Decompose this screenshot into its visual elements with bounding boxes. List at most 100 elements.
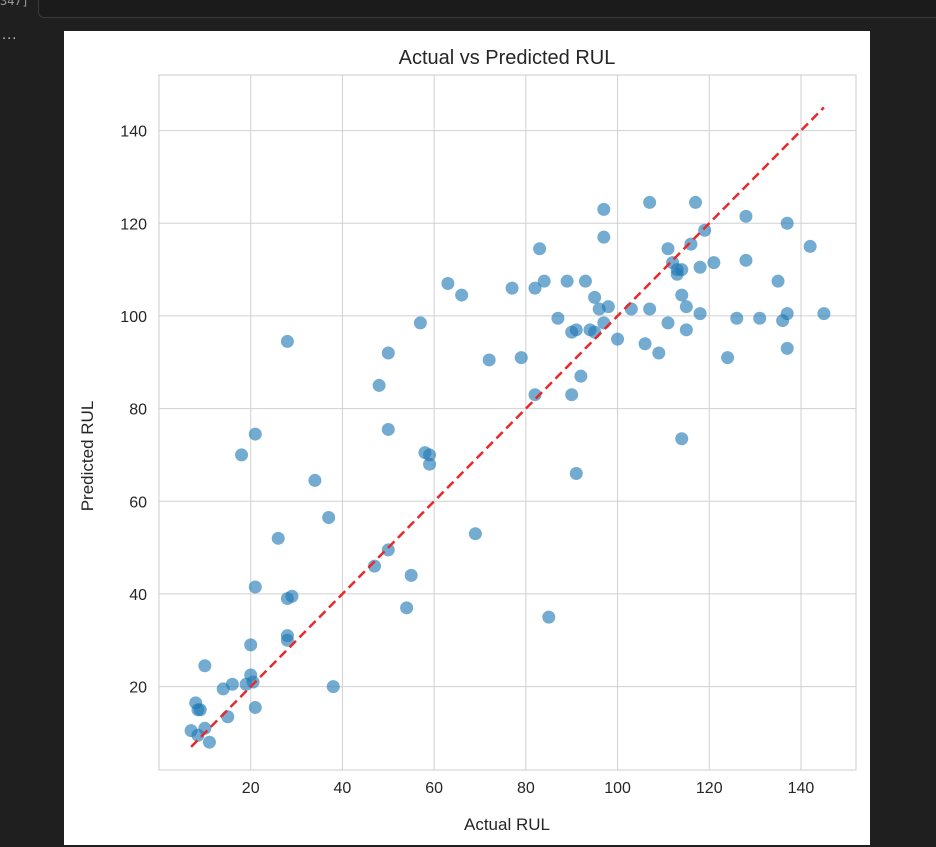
- scatter-point: [689, 195, 703, 209]
- y-tick-label: 60: [129, 494, 147, 511]
- scatter-point: [368, 559, 382, 573]
- code-cell-input[interactable]: [38, 0, 936, 18]
- scatter-point: [280, 633, 294, 647]
- x-tick-label: 40: [334, 780, 352, 797]
- scatter-point: [280, 334, 294, 348]
- scatter-point: [771, 274, 785, 288]
- scatter-point: [679, 300, 693, 314]
- x-tick-label: 120: [696, 780, 723, 797]
- scatter-point: [780, 307, 794, 321]
- scatter-point: [693, 260, 707, 274]
- scatter-point: [643, 195, 657, 209]
- chart-figure: 20 40 60 80 100 120 140 20 40 60 80 100 120 140 Actu…: [64, 31, 870, 845]
- scatter-point: [482, 353, 496, 367]
- scatter-point: [675, 263, 689, 277]
- x-tick-label: 100: [604, 780, 631, 797]
- scatter-point: [739, 209, 753, 223]
- scatter-point: [468, 527, 482, 541]
- scatter-point: [693, 307, 707, 321]
- scatter-point: [533, 242, 547, 256]
- scatter-point: [675, 288, 689, 302]
- scatter-point: [817, 307, 831, 321]
- scatter-point: [423, 457, 437, 471]
- scatter-point: [588, 290, 602, 304]
- scatter-point: [753, 311, 767, 325]
- x-axis-label: Actual RUL: [464, 815, 550, 834]
- y-tick-label: 140: [120, 124, 147, 141]
- scatter-point: [271, 531, 285, 545]
- scatter-point: [601, 300, 615, 314]
- scatter-point: [528, 388, 542, 402]
- y-axis-label: Predicted RUL: [78, 401, 97, 512]
- scatter-point: [780, 216, 794, 230]
- scatter-point: [624, 302, 638, 316]
- scatter-point: [578, 274, 592, 288]
- scatter-point: [372, 378, 386, 392]
- scatter-point: [569, 466, 583, 480]
- scatter-point: [198, 659, 212, 673]
- scatter-point: [707, 256, 721, 270]
- scatter-point: [569, 323, 583, 337]
- scatter-point: [221, 710, 235, 724]
- scatter-point: [248, 427, 262, 441]
- plot-area-frame: [158, 74, 857, 771]
- scatter-point: [225, 677, 239, 691]
- scatter-point: [611, 332, 625, 346]
- scatter-point: [248, 580, 262, 594]
- scatter-point: [326, 680, 340, 694]
- scatter-point: [652, 346, 666, 360]
- scatter-point: [246, 675, 260, 689]
- scatter-point: [803, 239, 817, 253]
- scatter-point: [514, 351, 528, 365]
- scatter-point: [381, 346, 395, 360]
- scatter-point: [679, 323, 693, 337]
- scatter-point: [565, 388, 579, 402]
- scatter-point: [643, 302, 657, 316]
- x-tick-label: 60: [425, 780, 443, 797]
- cell-header: 347]: [0, 0, 936, 18]
- y-tick-label: 20: [129, 680, 147, 697]
- chart-title: Actual vs Predicted RUL: [399, 47, 616, 69]
- scatter-point: [404, 568, 418, 582]
- scatter-point: [739, 253, 753, 267]
- scatter-point: [235, 448, 249, 462]
- y-tick-label: 100: [120, 309, 147, 326]
- scatter-point: [597, 230, 611, 244]
- y-tick-labels: 20 40 60 80 100 120 140: [120, 124, 147, 697]
- data-points: [184, 195, 831, 749]
- x-tick-label: 80: [517, 780, 535, 797]
- scatter-point: [202, 735, 216, 749]
- scatter-point: [285, 589, 299, 603]
- scatter-point: [381, 422, 395, 436]
- scatter-point: [423, 448, 437, 462]
- scatter-chart-svg: 20 40 60 80 100 120 140 20 40 60 80 100 120 140 Actu…: [78, 47, 857, 834]
- y-tick-label: 40: [129, 587, 147, 604]
- scatter-point: [684, 237, 698, 251]
- scatter-point: [441, 277, 455, 290]
- scatter-point: [780, 341, 794, 355]
- scatter-point: [574, 369, 588, 383]
- x-tick-labels: 20 40 60 80 100 120 140: [242, 780, 815, 797]
- scatter-point: [542, 610, 556, 624]
- output-more-icon[interactable]: ···: [2, 32, 18, 47]
- scatter-point: [661, 316, 675, 330]
- scatter-point: [322, 510, 336, 524]
- scatter-point: [638, 337, 652, 351]
- scatter-point: [551, 311, 565, 325]
- scatter-point: [661, 242, 675, 256]
- scatter-point: [730, 311, 744, 325]
- execution-count: 347]: [0, 0, 29, 8]
- scatter-point: [413, 316, 427, 330]
- x-tick-label: 20: [242, 780, 260, 797]
- scatter-point: [244, 638, 258, 652]
- scatter-point: [597, 316, 611, 330]
- grid-lines: [159, 75, 856, 770]
- scatter-point: [588, 325, 602, 339]
- scatter-point: [560, 274, 574, 288]
- scatter-point: [198, 721, 212, 735]
- scatter-point: [528, 281, 542, 295]
- scatter-point: [248, 700, 262, 714]
- scatter-point: [193, 703, 207, 717]
- scatter-point: [455, 288, 469, 302]
- scatter-point: [698, 223, 712, 237]
